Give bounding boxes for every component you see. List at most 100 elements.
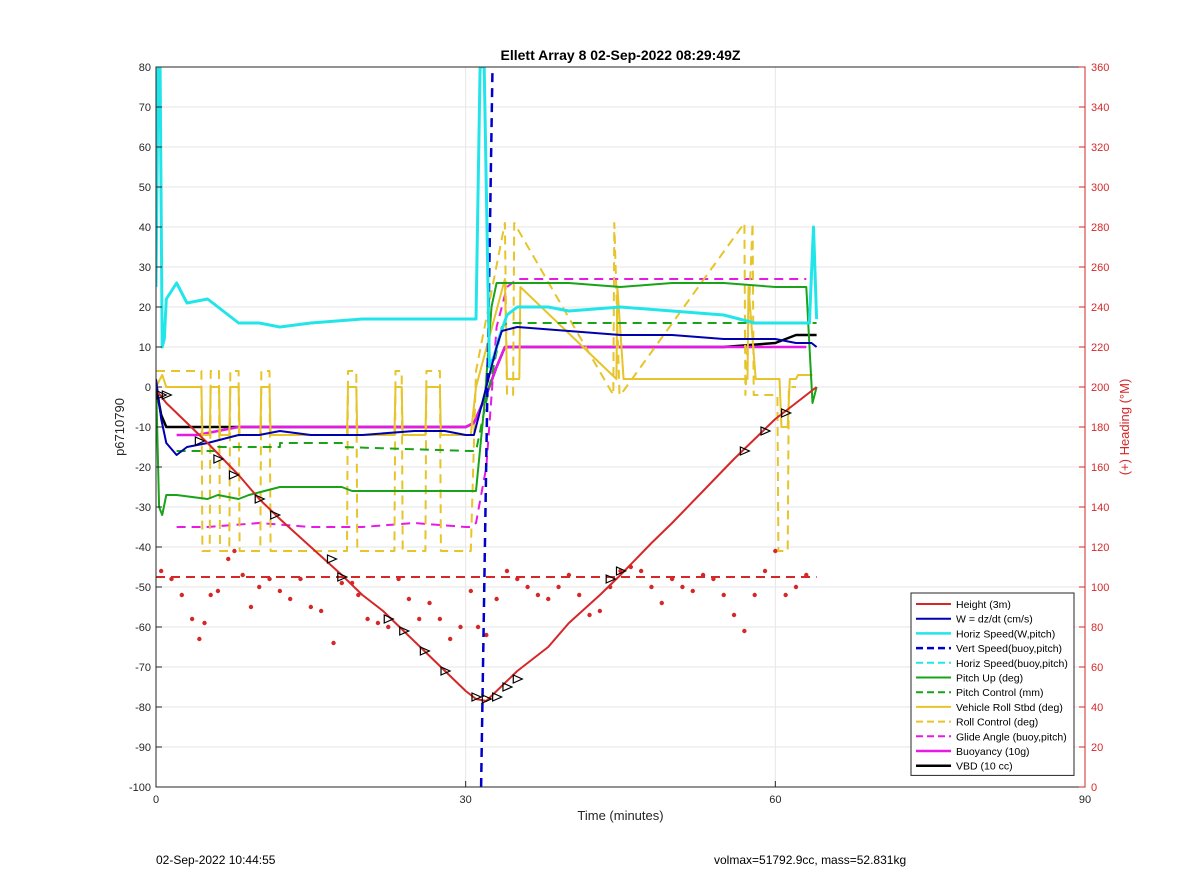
height-marker [739,446,751,456]
heading-point [669,576,675,582]
heading-point [365,616,370,622]
y-tick-label: -80 [135,702,151,714]
heading-point [484,632,489,638]
height-marker [760,426,772,436]
heading-point [458,624,463,630]
series-line-glide-angle-buoy-pitch [176,278,807,528]
height-marker [419,646,431,656]
heading-point [721,592,726,598]
height-marker [194,436,206,446]
heading-point [257,584,262,590]
height-marker [383,614,395,624]
height-marker [254,494,266,504]
heading-point [515,576,520,582]
legend-label: Height (3m) [956,599,1011,611]
heading-point [215,588,221,594]
heading-point [331,640,336,646]
heading-point [773,548,778,554]
y-tick-label: -50 [135,582,151,594]
y-tick-label: 80 [139,62,151,74]
y-right-tick-label: 80 [1091,622,1103,634]
heading-point [356,592,361,598]
chart-title: Ellett Array 8 02-Sep-2022 08:29:49Z [501,47,741,63]
heading-point [287,596,293,602]
footer-vol-mass: volmax=51792.9cc, mass=52.831kg [714,853,907,867]
heading-point [226,556,231,562]
height-marker [492,692,504,702]
heading-point [375,620,381,626]
heading-point [793,584,799,590]
y-right-tick-label: 60 [1091,662,1103,674]
y-tick-label: -30 [135,502,151,514]
y-tick-label: -40 [135,542,151,554]
height-marker [440,666,452,676]
y-tick-label: -60 [135,622,151,634]
y-right-tick-label: 260 [1091,262,1109,274]
heading-point [700,572,706,578]
heading-point [189,616,195,622]
legend-label: Buoyancy (10g) [956,746,1030,758]
y-tick-label: -90 [135,742,151,754]
x-tick-label: 30 [460,794,472,806]
height-marker [156,390,168,400]
y-right-tick-label: 240 [1091,302,1109,314]
y-right-tick-label: 180 [1091,422,1109,434]
series-line-height-3m [156,386,818,702]
y-right-tick-label: 320 [1091,142,1109,154]
y-right-tick-label: 220 [1091,342,1109,354]
heading-point [752,592,757,598]
heading-point [762,568,768,574]
heading-point [417,616,422,622]
heading-point [535,592,541,598]
heading-point [427,600,432,606]
heading-point [232,548,237,554]
heading-point [546,596,551,602]
heading-point [690,588,695,594]
heading-point [494,596,499,602]
heading-point [597,608,603,614]
heading-point [577,592,582,598]
heading-point [158,568,164,574]
y-right-tick-label: 340 [1091,102,1109,114]
heading-point [742,628,747,634]
y-tick-label: 60 [139,142,151,154]
heading-point [587,612,592,618]
y-tick-label: 20 [139,302,151,314]
series-layer [156,67,819,787]
legend-label: Roll Control (deg) [956,717,1038,729]
heading-point [298,576,303,582]
heading-point [556,584,561,590]
heading-point [504,568,510,574]
y-tick-label: 0 [145,382,151,394]
y-tick-label: 30 [139,262,151,274]
y-right-tick-label: 360 [1091,62,1109,74]
height-marker [228,470,240,480]
legend-label: Pitch Up (deg) [956,673,1023,685]
series-line-w-dz-dt-cm-s [156,326,818,456]
heading-point [197,636,202,642]
heading-point [179,592,185,598]
y-axis-label: p6710790 [112,398,127,456]
series-line-roll-control-deg [156,222,796,552]
y-tick-label: -100 [129,782,151,794]
y-tick-label: 70 [139,102,151,114]
y-right-tick-label: 140 [1091,502,1109,514]
height-marker [471,692,483,702]
height-marker [213,454,225,464]
legend-label: Pitch Control (mm) [956,687,1044,699]
height-marker [326,554,338,564]
y-right-tick-label: 200 [1091,382,1109,394]
axis-ticks: 0 30 60 90-100-90-80-70-60-50-40-30-20-1001… [129,62,1109,806]
heading-point [711,576,716,582]
series-line-vert-speed-buoy-pitch [479,67,494,787]
height-marker [781,408,793,418]
series-line-pitch-up-deg [156,282,818,516]
legend-label: Horiz Speed(buoy,pitch) [956,658,1068,670]
y-tick-label: -20 [135,462,151,474]
heading-point [659,600,664,606]
legend: Height (3m) W = dz/dt (cm/s) Horiz Speed(W… [910,592,1075,776]
heading-point [406,596,412,602]
heading-point [267,576,272,582]
y-right-tick-label: 100 [1091,582,1109,594]
